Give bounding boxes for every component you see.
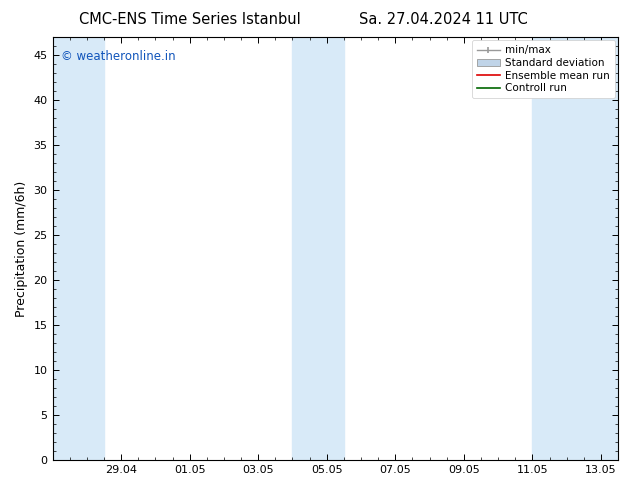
Bar — [53, 37, 104, 460]
Bar — [533, 37, 618, 460]
Text: Sa. 27.04.2024 11 UTC: Sa. 27.04.2024 11 UTC — [359, 12, 528, 27]
Text: © weatheronline.in: © weatheronline.in — [61, 50, 176, 63]
Legend: min/max, Standard deviation, Ensemble mean run, Controll run: min/max, Standard deviation, Ensemble me… — [472, 40, 615, 98]
Y-axis label: Precipitation (mm/6h): Precipitation (mm/6h) — [15, 180, 28, 317]
Bar — [292, 37, 344, 460]
Text: CMC-ENS Time Series Istanbul: CMC-ENS Time Series Istanbul — [79, 12, 301, 27]
